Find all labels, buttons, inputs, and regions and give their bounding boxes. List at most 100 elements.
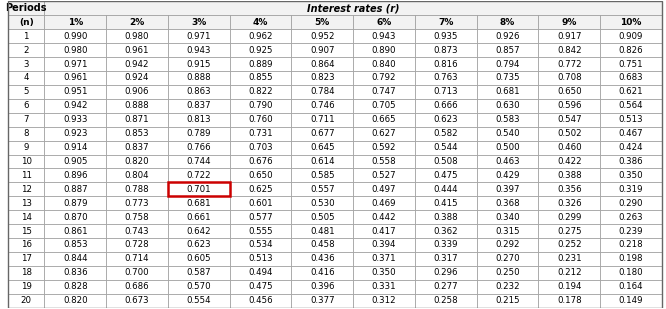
Bar [415,266,477,280]
Bar [168,29,230,43]
Text: 1: 1 [23,32,29,41]
Text: 0.951: 0.951 [63,87,87,96]
Bar [8,280,45,294]
Text: 0.863: 0.863 [186,87,211,96]
Bar [106,280,168,294]
Text: 0.605: 0.605 [186,254,211,263]
Bar [45,141,106,154]
Text: 12: 12 [21,185,32,194]
Bar [600,29,662,43]
Text: 0.164: 0.164 [619,282,643,291]
Text: 0.665: 0.665 [372,115,396,124]
Bar [168,15,230,29]
Bar [45,29,106,43]
Text: Interest rates (r): Interest rates (r) [307,3,400,13]
Text: 0.896: 0.896 [63,171,87,180]
Text: 20: 20 [21,296,32,305]
Text: 0.952: 0.952 [310,32,334,41]
Bar [168,224,230,238]
Bar [230,182,292,196]
Text: 0.820: 0.820 [63,296,88,305]
Bar [477,57,538,71]
Bar [106,224,168,238]
Bar [230,294,292,308]
Text: 0.198: 0.198 [619,254,643,263]
Text: 0.735: 0.735 [495,74,519,83]
Text: 0.661: 0.661 [186,213,211,222]
Bar [106,252,168,266]
Bar [45,57,106,71]
Text: 0.905: 0.905 [63,157,87,166]
Bar [415,113,477,127]
Text: 0.645: 0.645 [310,143,334,152]
Text: 0.442: 0.442 [372,213,396,222]
Bar [106,154,168,168]
Bar [477,127,538,141]
Bar [538,196,600,210]
Text: 0.505: 0.505 [310,213,334,222]
Bar [415,224,477,238]
Bar [106,71,168,85]
Bar [477,141,538,154]
Text: 0.292: 0.292 [496,240,519,249]
Bar [45,224,106,238]
Text: 0.683: 0.683 [619,74,643,83]
Text: 0.650: 0.650 [557,87,581,96]
Text: 0.564: 0.564 [619,101,643,110]
Text: 6%: 6% [376,18,392,27]
Bar [538,15,600,29]
Text: 0.816: 0.816 [434,60,458,69]
Text: 0.926: 0.926 [496,32,519,41]
Text: 10: 10 [21,157,32,166]
Bar [353,141,415,154]
Bar [45,196,106,210]
Text: (n): (n) [19,18,33,27]
Text: 0.907: 0.907 [310,46,334,55]
Text: 0.417: 0.417 [372,226,396,235]
Text: 0.823: 0.823 [310,74,334,83]
Text: 5: 5 [23,87,29,96]
Text: 0.319: 0.319 [619,185,643,194]
Text: 0.149: 0.149 [619,296,643,305]
Text: 0.212: 0.212 [557,268,581,277]
Bar [45,154,106,168]
Text: 0.889: 0.889 [248,60,273,69]
Bar [45,210,106,224]
Text: 0.943: 0.943 [186,46,211,55]
Text: 0.356: 0.356 [557,185,581,194]
Bar [538,43,600,57]
Text: 0.583: 0.583 [495,115,519,124]
Text: 0.275: 0.275 [557,226,581,235]
Text: 0.961: 0.961 [125,46,149,55]
Text: 0.789: 0.789 [186,129,211,138]
Text: 0.906: 0.906 [125,87,149,96]
Bar [292,85,353,99]
Bar [292,43,353,57]
Bar [168,71,230,85]
Bar [477,280,538,294]
Text: 0.971: 0.971 [63,60,87,69]
Text: 0.554: 0.554 [186,296,211,305]
Bar [477,224,538,238]
Text: 0.790: 0.790 [248,101,273,110]
Text: 13: 13 [21,199,32,208]
Bar [230,252,292,266]
Bar [353,154,415,168]
Bar [45,294,106,308]
Bar [106,85,168,99]
Bar [415,252,477,266]
Text: 1%: 1% [68,18,83,27]
Text: 0.456: 0.456 [248,296,273,305]
Bar [45,85,106,99]
Bar [538,141,600,154]
Bar [45,127,106,141]
Text: 0.942: 0.942 [63,101,87,110]
Text: 4%: 4% [253,18,268,27]
Text: 0.422: 0.422 [557,157,581,166]
Text: 0.703: 0.703 [248,143,273,152]
Text: 0.933: 0.933 [63,115,87,124]
Bar [353,210,415,224]
Bar [230,99,292,113]
Text: 0.844: 0.844 [63,254,88,263]
Text: 10%: 10% [620,18,641,27]
